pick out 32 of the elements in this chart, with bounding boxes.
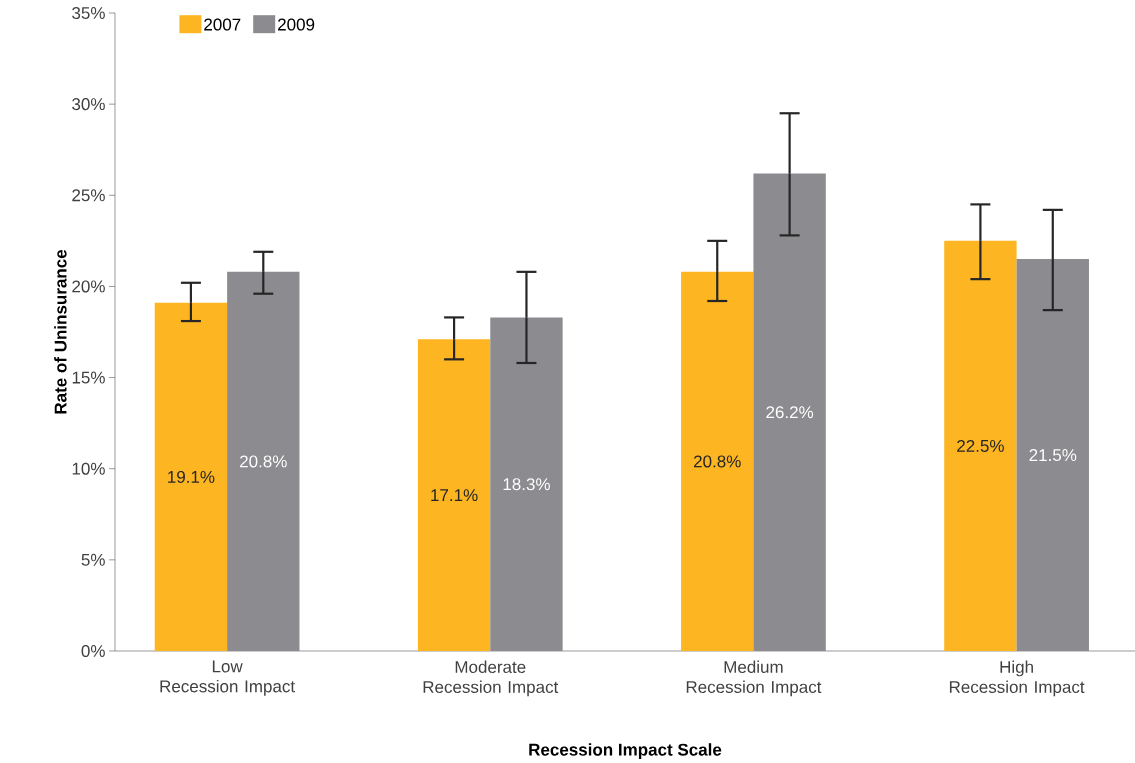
bar bbox=[681, 271, 754, 651]
legend-label: 2007 bbox=[204, 18, 241, 31]
y-tick-label: 5% bbox=[81, 553, 105, 566]
bar bbox=[1016, 259, 1089, 651]
y-tick-label: 35% bbox=[72, 6, 105, 20]
data-label: 17.1% bbox=[431, 489, 478, 502]
legend-label: 2009 bbox=[278, 18, 315, 31]
bar bbox=[944, 240, 1017, 651]
data-label: 20.8% bbox=[240, 455, 287, 468]
y-tick-label: 20% bbox=[72, 280, 105, 293]
y-tick-label: 30% bbox=[72, 98, 105, 111]
bar bbox=[154, 302, 228, 651]
y-tick-label: 10% bbox=[72, 462, 105, 475]
x-axis-title: Recession Impact Scale bbox=[529, 743, 722, 760]
data-label: 26.2% bbox=[766, 406, 814, 419]
x-tick-label: Moderate Recession Impact bbox=[423, 660, 559, 697]
y-tick-label: 25% bbox=[72, 189, 105, 202]
x-tick-label: Medium Recession Impact bbox=[686, 660, 822, 697]
data-label: 20.8% bbox=[694, 455, 741, 468]
x-tick-label: High Recession Impact bbox=[949, 660, 1085, 697]
bar bbox=[227, 271, 300, 651]
data-label: 22.5% bbox=[957, 439, 1004, 452]
x-tick-label: Low Recession Impact bbox=[160, 660, 295, 696]
bar bbox=[417, 339, 491, 651]
data-label: 18.3% bbox=[503, 478, 550, 491]
data-label: 19.1% bbox=[168, 470, 215, 483]
y-axis-title: Rate of Uninsurance bbox=[54, 249, 67, 414]
bar bbox=[753, 173, 826, 651]
y-tick-label: 0% bbox=[81, 644, 105, 658]
y-tick-label: 15% bbox=[72, 371, 105, 384]
bar bbox=[490, 317, 563, 651]
data-label: 21.5% bbox=[1029, 449, 1077, 462]
